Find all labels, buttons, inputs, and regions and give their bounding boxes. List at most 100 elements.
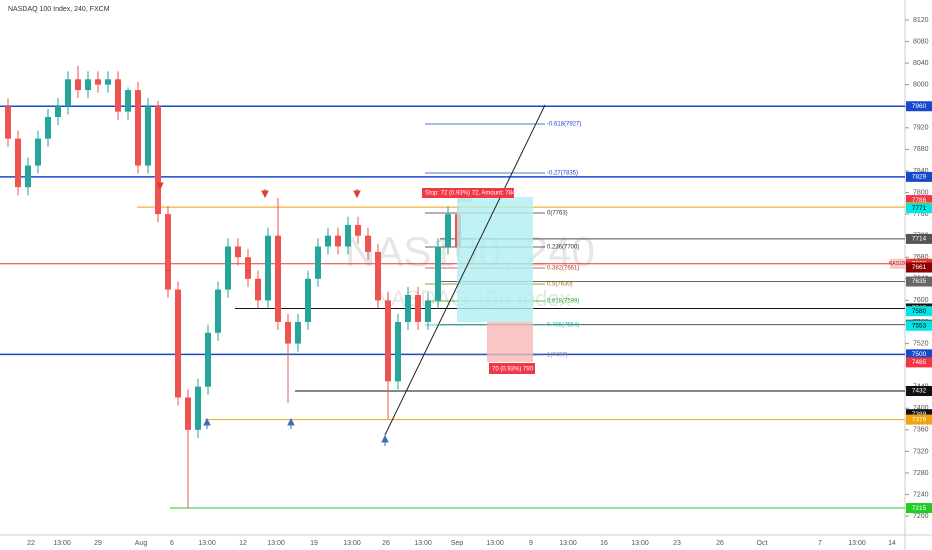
- x-tick-label: 26: [382, 540, 390, 547]
- candle-body: [125, 90, 131, 112]
- x-tick-label: 13:00: [848, 540, 866, 547]
- x-tick-label: 13:00: [198, 540, 216, 547]
- candle-body: [105, 79, 111, 85]
- x-tick-label: 12: [239, 540, 247, 547]
- candle-body: [275, 235, 281, 322]
- candle-body: [145, 106, 151, 166]
- x-tick-label: 19: [310, 540, 318, 547]
- candle-body: [265, 235, 271, 301]
- candle-body: [395, 321, 401, 382]
- x-tick-label: 23: [673, 540, 681, 547]
- x-tick-label: 22: [27, 540, 35, 547]
- loss-label: 70 (0.93%) 790: [492, 367, 534, 373]
- candle-body: [175, 289, 181, 398]
- x-tick-label: Sep: [451, 540, 464, 547]
- x-tick-label: 29: [94, 540, 102, 547]
- up-arrow: [287, 417, 295, 429]
- y-tick-label: 8000: [913, 82, 929, 89]
- symbol-tag: NAS100: [889, 261, 908, 267]
- chart-title: NASDAQ 100 Index, 240, FXCM: [8, 6, 110, 13]
- fib-label: 0.618(7599): [547, 299, 579, 305]
- candle-body: [385, 300, 391, 382]
- reward-box: [457, 197, 533, 322]
- candle-body: [205, 332, 211, 387]
- fib-label: 1(7497): [547, 353, 568, 359]
- candle-body: [335, 235, 341, 247]
- candle-body: [15, 138, 21, 188]
- price-tag: [906, 414, 932, 425]
- fib-label: 0.382(7661): [547, 266, 579, 272]
- candle-body: [235, 246, 241, 258]
- x-tick-label: 16: [600, 540, 608, 547]
- candle-body: [225, 246, 231, 290]
- down-arrow: [156, 181, 164, 191]
- fib-label: -0.27(7835): [547, 171, 578, 177]
- candle-body: [325, 235, 331, 247]
- candle-body: [95, 79, 101, 85]
- loss-box: [489, 363, 535, 374]
- price-tag: [906, 276, 932, 287]
- x-tick-label: 13:00: [559, 540, 577, 547]
- candle-body: [165, 214, 171, 290]
- candle-body: [345, 224, 351, 247]
- candle-body: [435, 246, 441, 301]
- x-tick-label: 14: [888, 540, 896, 547]
- price-tag: [906, 349, 932, 360]
- price-tag: [906, 503, 932, 514]
- candle-body: [355, 224, 361, 236]
- price-tag-label: 7714: [912, 236, 927, 243]
- x-tick-label: 13:00: [53, 540, 71, 547]
- fib-label: 0.236(7700): [547, 245, 579, 251]
- candle-body: [85, 79, 91, 91]
- candle-body: [5, 106, 11, 139]
- fib-label: 0(7763): [547, 211, 568, 217]
- candle-body: [245, 257, 251, 279]
- y-tick-label: 7760: [913, 211, 929, 218]
- candle-body: [25, 165, 31, 188]
- price-tag-label: 7432: [912, 388, 927, 395]
- x-tick-label: 7: [818, 540, 822, 547]
- y-tick-label: 7800: [913, 189, 929, 196]
- up-arrow: [381, 434, 389, 446]
- y-tick-label: 7880: [913, 146, 929, 153]
- x-tick-label: 13:00: [414, 540, 432, 547]
- y-tick-label: 8080: [913, 38, 929, 45]
- price-tag-label: 7960: [912, 103, 927, 110]
- x-tick-label: 9: [529, 540, 533, 547]
- price-tag: [906, 262, 932, 273]
- risk-box: [487, 322, 533, 362]
- down-arrow: [353, 189, 361, 199]
- candle-body: [295, 321, 301, 344]
- x-tick-label: 13:00: [631, 540, 649, 547]
- candle-body: [185, 397, 191, 430]
- candle-body: [35, 138, 41, 166]
- price-tag-label: 7389: [912, 411, 927, 418]
- candle-body: [305, 278, 311, 322]
- price-tag-label: 7829: [912, 174, 927, 181]
- y-tick-label: 7920: [913, 125, 929, 132]
- arrows: [156, 181, 389, 446]
- candle-body: [115, 79, 121, 112]
- price-tag-label: 7786: [912, 197, 927, 204]
- candle-body: [375, 251, 381, 301]
- price-tag: [906, 320, 932, 331]
- price-tag-label: 7661: [912, 264, 927, 271]
- price-tag: [906, 195, 932, 206]
- symbol-tag-box: [890, 258, 906, 269]
- candle-body: [285, 321, 291, 344]
- fib-label: 0.786(7554): [547, 323, 579, 329]
- candle-body: [405, 295, 411, 322]
- price-tag: [906, 306, 932, 317]
- price-tag: [906, 357, 932, 368]
- price-tag-label: 7635: [912, 278, 927, 285]
- candle-body: [75, 79, 81, 91]
- price-tag: [906, 409, 932, 420]
- candle-body: [155, 106, 161, 215]
- y-tick-label: 8120: [913, 17, 929, 24]
- fib-label: 0.5(7630): [547, 282, 573, 288]
- candle-body: [215, 289, 221, 333]
- x-tick-label: Aug: [135, 540, 148, 547]
- price-tag: [906, 233, 932, 244]
